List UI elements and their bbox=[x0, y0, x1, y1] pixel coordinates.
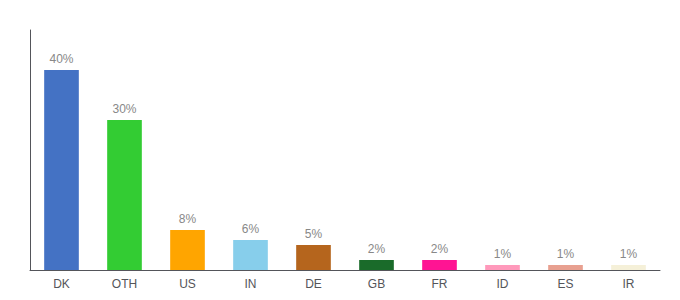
svg-text:ES: ES bbox=[557, 277, 573, 291]
svg-text:2%: 2% bbox=[368, 242, 386, 256]
svg-text:1%: 1% bbox=[620, 247, 638, 261]
svg-text:40%: 40% bbox=[49, 52, 73, 66]
svg-text:DE: DE bbox=[305, 277, 322, 291]
svg-text:US: US bbox=[179, 277, 196, 291]
svg-text:1%: 1% bbox=[557, 247, 575, 261]
svg-text:1%: 1% bbox=[494, 247, 512, 261]
svg-text:ID: ID bbox=[497, 277, 509, 291]
svg-text:IN: IN bbox=[245, 277, 257, 291]
svg-text:IR: IR bbox=[623, 277, 635, 291]
svg-text:6%: 6% bbox=[242, 222, 260, 236]
svg-text:DK: DK bbox=[53, 277, 70, 291]
svg-text:2%: 2% bbox=[431, 242, 449, 256]
svg-text:OTH: OTH bbox=[112, 277, 137, 291]
svg-text:30%: 30% bbox=[112, 102, 136, 116]
svg-text:FR: FR bbox=[432, 277, 448, 291]
svg-text:5%: 5% bbox=[305, 227, 323, 241]
svg-text:GB: GB bbox=[368, 277, 385, 291]
svg-text:8%: 8% bbox=[179, 212, 197, 226]
